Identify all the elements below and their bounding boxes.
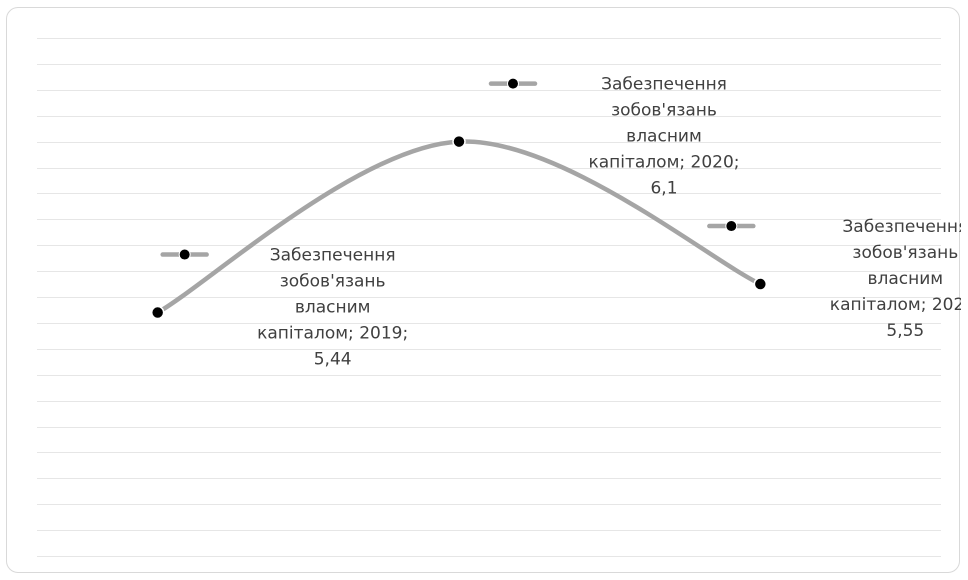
chart-area: Забезпечення зобов'язань власним капіталом;… <box>6 7 961 573</box>
data-label: 6,1 <box>650 179 677 199</box>
data-point-marker <box>753 277 768 291</box>
data-label: Забезпечення <box>842 217 961 237</box>
series-group <box>150 134 768 320</box>
data-point-marker <box>452 134 466 149</box>
legend-key-marker <box>725 220 738 233</box>
data-label: власним <box>295 298 371 318</box>
data-label: Забезпечення <box>601 75 727 95</box>
data-label: капіталом; 2019; <box>257 324 408 344</box>
data-label: капіталом; 2021; <box>830 295 961 315</box>
data-label: капіталом; 2020; <box>588 153 739 173</box>
data-label: зобов'язань <box>280 272 386 292</box>
data-label: 5,44 <box>314 350 352 370</box>
data-label: власним <box>626 127 702 147</box>
data-label: зобов'язань <box>611 101 717 121</box>
legend-key-marker <box>507 77 519 90</box>
data-label: Забезпечення <box>270 246 396 266</box>
data-label: зобов'язань <box>852 243 958 263</box>
data-label: власним <box>868 269 944 289</box>
data-label: 5,55 <box>886 321 924 341</box>
data-labels: Забезпечення зобов'язань власним капіталом;… <box>160 75 961 370</box>
data-point-marker <box>150 305 165 320</box>
line-chart: Забезпечення зобов'язань власним капіталом;… <box>37 38 961 557</box>
gridlines <box>37 38 941 557</box>
legend-key-marker <box>178 248 191 261</box>
